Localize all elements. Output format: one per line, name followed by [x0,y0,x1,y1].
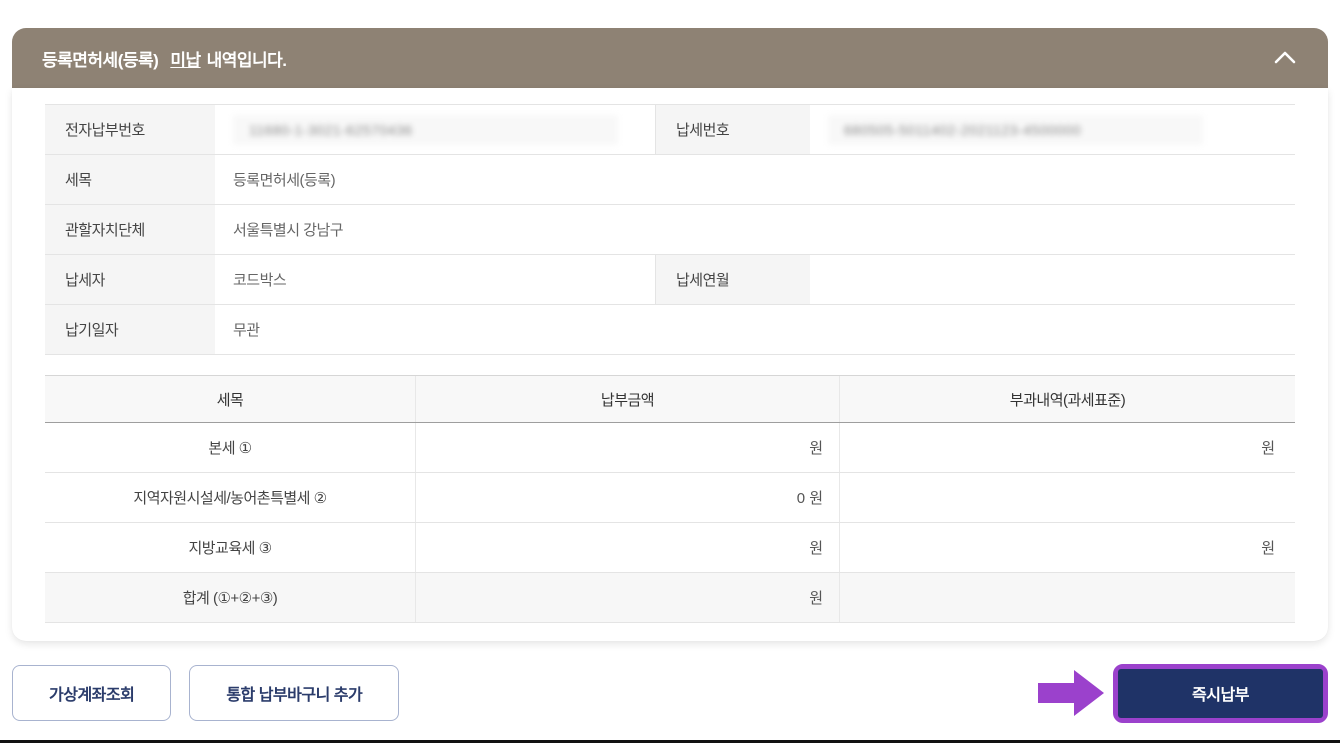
row-item: 지역자원시설세/농어촌특별세 ② [133,490,327,507]
row-amount: 원 [415,523,840,572]
due-date-label: 납기일자 [45,305,215,354]
row-base [840,573,1295,622]
header-tax-item: 세목 [216,391,244,409]
table-row: 납세자 코드박스 납세연월 [45,255,1295,305]
amount-table-header: 세목 납부금액 부과내역(과세표준) [45,375,1295,423]
row-item: 지방교육세 ③ [188,540,272,557]
table-row: 관할자치단체 서울특별시 강남구 [45,205,1295,255]
unpaid-tax-card: 등록면허세(등록) 미납 내역입니다. 전자납부번호 11680-1-3021-62… [12,28,1328,641]
row-item: 합계 (①+②+③) [182,590,278,607]
epay-number-value: 11680-1-3021-62570436 [215,105,655,154]
tax-yearmonth-label: 납세연월 [655,255,810,304]
card-title-prefix: 등록면허세(등록) [42,50,159,70]
card-header: 등록면허세(등록) 미납 내역입니다. [12,28,1328,88]
row-amount: 원 [415,423,840,472]
pay-now-highlight-border: 즉시납부 [1113,663,1328,723]
bottom-divider [0,740,1340,743]
card-title-emphasis: 미납 [170,50,201,70]
pay-now-button[interactable]: 즉시납부 [1118,668,1323,718]
header-payment-amount: 납부금액 [415,376,840,422]
tax-number-label: 납세번호 [655,105,810,154]
row-base: 원 [1261,440,1275,457]
pay-now-group: 즉시납부 [1038,663,1328,723]
taxpayer-value: 코드박스 [233,272,287,289]
row-base [840,473,1295,522]
row-item: 본세 ① [208,440,252,457]
table-row: 지방교육세 ③ 원 원 [45,523,1295,573]
tax-amount-table: 세목 납부금액 부과내역(과세표준) 본세 ① 원 원 지역자원시설세/농어촌특… [45,375,1295,623]
jurisdiction-value: 서울특별시 강남구 [233,222,344,239]
highlight-arrow-icon [1038,670,1104,716]
card-title: 등록면허세(등록) 미납 내역입니다. [42,46,287,71]
add-to-payment-cart-button[interactable]: 통합 납부바구니 추가 [189,665,400,721]
header-assessment-base: 부과내역(과세표준) [1009,391,1126,409]
due-date-value: 무관 [233,322,260,339]
masked-value: 11680-1-3021-62570436 [233,114,618,145]
jurisdiction-label: 관할자치단체 [45,205,215,254]
card-body: 전자납부번호 11680-1-3021-62570436 납세번호 680505… [12,88,1328,641]
row-amount: 0 원 [415,473,840,522]
table-row: 전자납부번호 11680-1-3021-62570436 납세번호 680505… [45,105,1295,155]
tax-yearmonth-value [810,255,1295,304]
action-bar: 가상계좌조회 통합 납부바구니 추가 즉시납부 [0,663,1340,723]
row-amount: 원 [415,573,840,622]
taxpayer-label: 납세자 [45,255,215,304]
row-base: 원 [1261,540,1275,557]
table-row-total: 합계 (①+②+③) 원 [45,573,1295,623]
table-row: 세목 등록면허세(등록) [45,155,1295,205]
tax-item-value: 등록면허세(등록) [233,172,336,189]
tax-number-value: 680505-5011402-2021123-4500000 [810,105,1295,154]
masked-value: 680505-5011402-2021123-4500000 [828,114,1203,145]
chevron-up-icon[interactable] [1272,48,1298,68]
epay-number-label: 전자납부번호 [45,105,215,154]
table-row: 본세 ① 원 원 [45,423,1295,473]
table-row: 지역자원시설세/농어촌특별세 ② 0 원 [45,473,1295,523]
virtual-account-button[interactable]: 가상계좌조회 [12,665,172,721]
tax-info-table: 전자납부번호 11680-1-3021-62570436 납세번호 680505… [45,104,1295,355]
tax-item-label: 세목 [45,155,215,204]
card-title-suffix: 내역입니다. [206,50,287,70]
table-row: 납기일자 무관 [45,305,1295,355]
